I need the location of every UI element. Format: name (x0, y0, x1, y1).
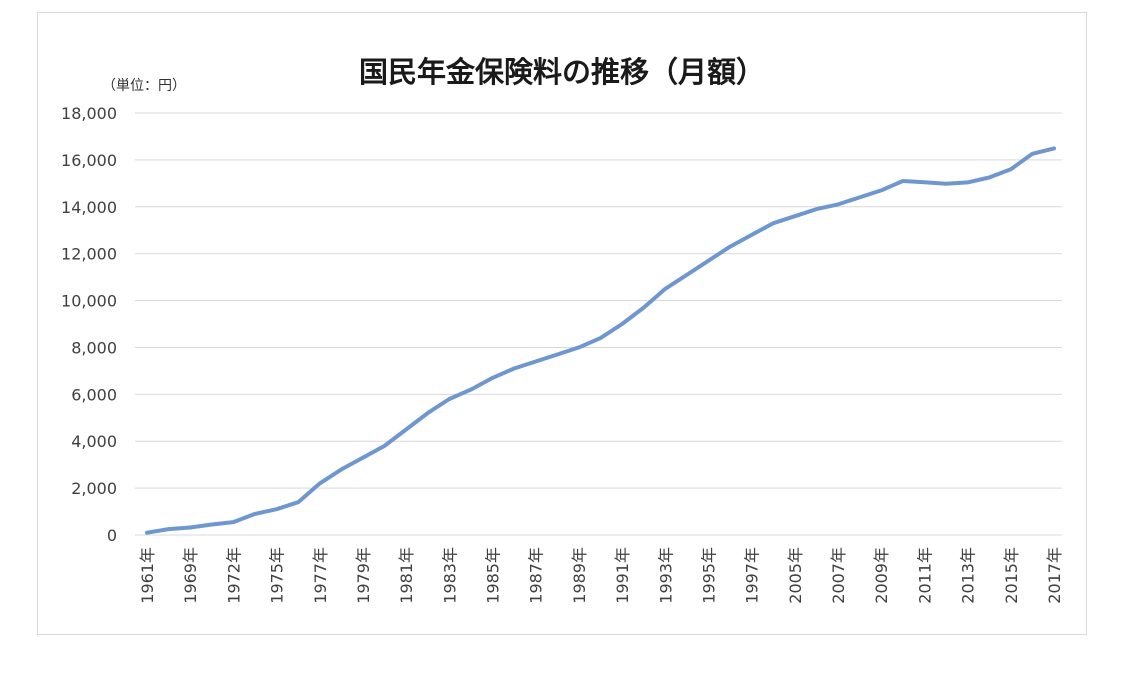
chart-frame: 国民年金保険料の推移（月額） （単位：円） (37, 12, 1087, 635)
x-tick-label: 1972年 (224, 547, 243, 604)
y-tick-label: 10,000 (61, 292, 117, 311)
y-tick-label: 14,000 (61, 198, 117, 217)
x-tick-label: 2017年 (1045, 547, 1064, 604)
x-axis-ticks: 1961年 1969年 1972年 1975年 1977年 1979年 1981年 1983年… (138, 547, 1064, 604)
gridlines (135, 112, 1062, 536)
y-tick-label: 0 (107, 526, 117, 545)
x-tick-label: 1969年 (181, 547, 200, 604)
y-tick-label: 18,000 (61, 104, 117, 123)
series-line (145, 146, 1056, 535)
y-tick-label: 4,000 (71, 432, 117, 451)
x-tick-label: 1989年 (570, 547, 589, 604)
x-tick-label: 1997年 (743, 547, 762, 604)
x-tick-label: 2015年 (1002, 547, 1021, 604)
x-tick-label: 1975年 (268, 547, 287, 604)
x-tick-label: 2005年 (786, 547, 805, 604)
y-axis-ticks: 0 2,000 4,000 6,000 8,000 10,000 12,000 14,000 1… (61, 104, 117, 545)
x-tick-label: 2011年 (915, 547, 934, 604)
x-tick-label: 2009年 (872, 547, 891, 604)
x-tick-label: 2007年 (829, 547, 848, 604)
x-tick-label: 1987年 (527, 547, 546, 604)
series-group (145, 146, 1056, 535)
x-tick-label: 1991年 (613, 547, 632, 604)
x-tick-label: 1993年 (656, 547, 675, 604)
y-tick-label: 2,000 (71, 479, 117, 498)
x-tick-label: 1985年 (484, 547, 503, 604)
x-tick-label: 1983年 (440, 547, 459, 604)
x-tick-label: 1977年 (311, 547, 330, 604)
x-tick-label: 1961年 (138, 547, 157, 604)
chart-title: 国民年金保険料の推移（月額） (358, 55, 765, 89)
x-tick-label: 1995年 (699, 547, 718, 604)
x-tick-label: 2013年 (959, 547, 978, 604)
y-tick-label: 16,000 (61, 151, 117, 170)
y-tick-label: 8,000 (71, 338, 117, 357)
x-tick-label: 1981年 (397, 547, 416, 604)
x-tick-label: 1979年 (354, 547, 373, 604)
y-axis-unit-label: （単位：円） (102, 78, 186, 94)
y-tick-label: 12,000 (61, 245, 117, 264)
y-tick-label: 6,000 (71, 385, 117, 404)
